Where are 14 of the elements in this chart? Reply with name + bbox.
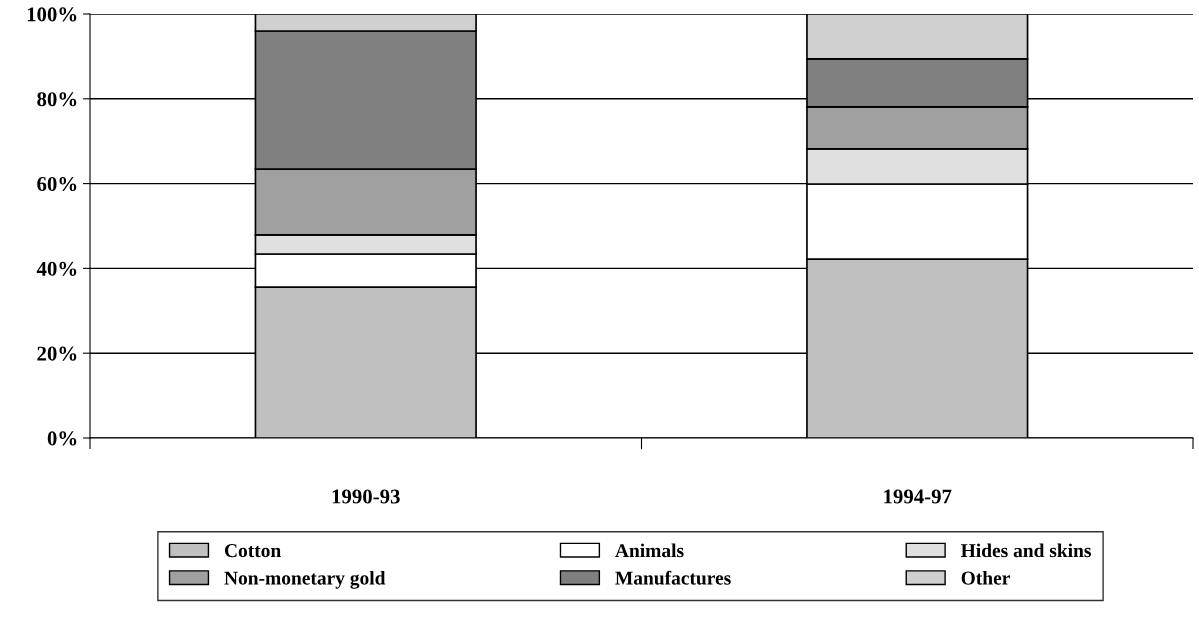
x-tick-label: 1994-97 — [884, 489, 952, 504]
y-tick-label: 100% — [27, 7, 77, 22]
y-tick-label: 40% — [36, 261, 77, 276]
legend-label: Animals — [615, 543, 684, 558]
legend-label: Hides and skins — [961, 543, 1091, 558]
y-tick-label: 20% — [37, 346, 77, 361]
y-tick-label: 60% — [37, 176, 77, 192]
legend-label: Cotton — [224, 544, 281, 558]
legend-label: Manufactures — [615, 570, 731, 585]
legend-label: Non-monetary gold — [224, 570, 386, 589]
legend-label: Other — [961, 570, 1010, 585]
y-tick-label: 80% — [37, 92, 77, 107]
y-tick-label: 0% — [47, 431, 77, 446]
x-tick-label: 1990-93 — [332, 489, 400, 504]
